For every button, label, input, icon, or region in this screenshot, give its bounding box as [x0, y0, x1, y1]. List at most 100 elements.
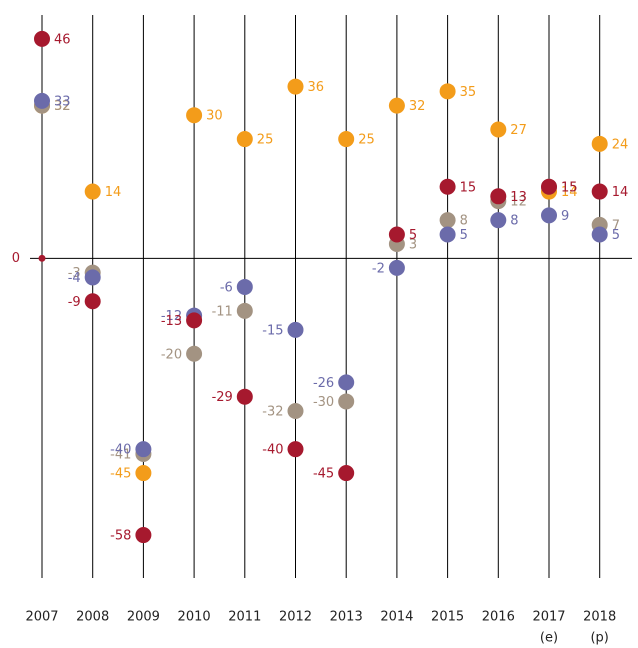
dot: [34, 92, 50, 109]
data-label: 14: [561, 185, 578, 200]
data-label: 30: [206, 109, 223, 124]
dot: [135, 527, 152, 544]
dot: [591, 135, 608, 152]
dot: [490, 212, 507, 229]
data-label: -45: [313, 467, 334, 482]
data-label: 13: [510, 190, 527, 205]
dot: [236, 388, 253, 405]
data-label: 15: [460, 180, 477, 195]
dot: [236, 302, 253, 319]
dot: [34, 30, 50, 47]
dot: [338, 465, 355, 482]
x-tick-label: 2017: [532, 610, 565, 625]
dot: [439, 226, 456, 243]
data-label: 24: [612, 137, 629, 152]
dot: [490, 188, 507, 205]
x-tick-label: 2016: [482, 610, 515, 625]
x-tick-label: 2013: [330, 610, 363, 625]
dot: [541, 207, 557, 224]
data-label: -41: [110, 447, 131, 462]
data-label: -40: [110, 443, 131, 458]
x-tick-label: 2011: [228, 610, 261, 625]
dot: [84, 269, 101, 286]
data-label: -58: [110, 529, 131, 544]
data-label: 14: [612, 185, 629, 200]
data-label: 3: [409, 238, 417, 253]
data-label: -12: [161, 309, 182, 324]
x-tick-label: 2014: [380, 610, 413, 625]
data-label: -13: [161, 314, 182, 329]
dot: [541, 178, 557, 195]
dot: [287, 441, 304, 458]
data-label: -30: [313, 395, 334, 410]
y-tick-label: 0: [12, 251, 20, 266]
data-label: 36: [308, 80, 325, 95]
x-tick-label: 2007: [25, 610, 58, 625]
dot: [287, 321, 304, 338]
x-tick-label: 2018: [583, 610, 616, 625]
dot: [591, 226, 608, 243]
x-tick-label: 2012: [279, 610, 312, 625]
x-tick-label: 2009: [127, 610, 160, 625]
data-label: -15: [262, 323, 283, 338]
dot: [591, 183, 608, 200]
dot: [439, 212, 456, 229]
data-label: 9: [561, 209, 569, 224]
dot: [490, 121, 507, 138]
data-label: 46: [54, 32, 71, 47]
x-tick-label: 2010: [178, 610, 211, 625]
x-tick-label: 2015: [431, 610, 464, 625]
data-label: 32: [54, 99, 71, 114]
dot: [84, 293, 101, 310]
dot: [186, 107, 203, 124]
data-label: 12: [510, 195, 527, 210]
dot: [287, 403, 304, 420]
data-label: 15: [561, 180, 578, 195]
dot: [388, 259, 405, 276]
data-label: -20: [161, 347, 182, 362]
dot: [388, 226, 405, 243]
data-label: 7: [612, 218, 620, 233]
data-label: 35: [460, 85, 477, 100]
zero-dot: [38, 254, 46, 262]
dot: [338, 131, 355, 148]
data-label: 8: [510, 214, 518, 229]
dot: [135, 465, 152, 482]
data-label: 15: [561, 180, 578, 195]
dot: [135, 441, 152, 458]
dot: [84, 183, 101, 200]
dot: [186, 345, 203, 362]
data-label: 33: [54, 94, 71, 109]
dot: [388, 97, 405, 114]
data-label: 5: [409, 228, 417, 243]
dot: [439, 83, 456, 100]
x-tick-note: (p): [590, 631, 608, 646]
data-label: 5: [612, 228, 620, 243]
data-label: 27: [510, 123, 527, 138]
data-label: 14: [105, 185, 122, 200]
data-label: -45: [110, 467, 131, 482]
data-label: -2: [372, 261, 385, 276]
data-label: -3: [68, 266, 81, 281]
data-label: -11: [212, 304, 233, 319]
dot: [236, 131, 253, 148]
data-label: 25: [358, 133, 375, 148]
data-label: -26: [313, 376, 334, 391]
dot: [287, 78, 304, 95]
data-label: 8: [460, 214, 468, 229]
data-label: -6: [220, 280, 233, 295]
dot: [186, 312, 203, 329]
dot: [236, 278, 253, 295]
dot: [338, 374, 355, 391]
dot: [338, 393, 355, 410]
x-tick-note: (e): [540, 631, 558, 646]
data-label: -32: [262, 405, 283, 420]
data-label: -29: [212, 390, 233, 405]
data-label: 32: [409, 99, 426, 114]
data-label: 5: [460, 228, 468, 243]
data-label: -40: [262, 443, 283, 458]
data-label: -9: [68, 295, 81, 310]
data-label: -4: [68, 271, 81, 286]
data-label: 25: [257, 133, 274, 148]
